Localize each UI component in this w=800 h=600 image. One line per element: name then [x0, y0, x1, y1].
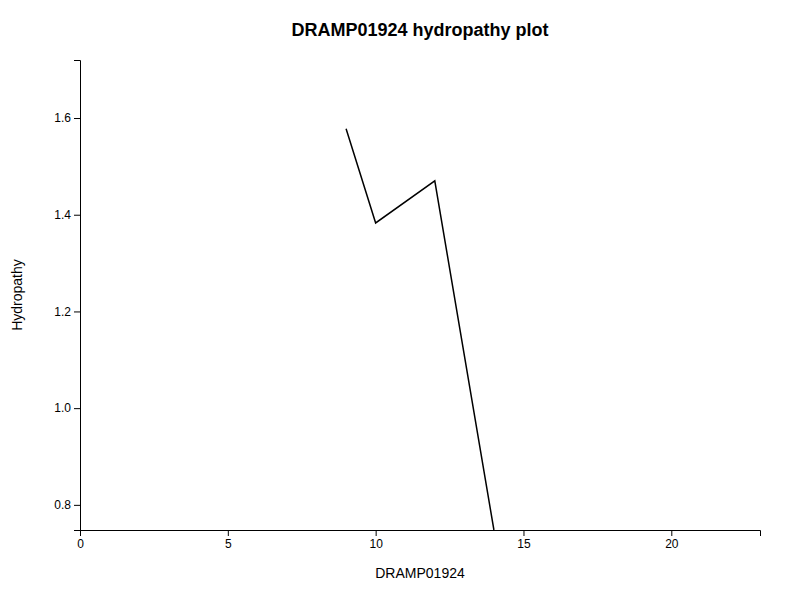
tick-label: 15: [517, 537, 531, 551]
tick: 15: [517, 530, 531, 551]
tick-mark: [74, 311, 80, 312]
tick-mark: [523, 530, 524, 536]
x-axis: 0 5 10 15 20: [77, 530, 760, 551]
tick: 10: [369, 530, 383, 551]
tick-label: 1.2: [54, 305, 71, 319]
tick: 1.6: [54, 111, 80, 125]
chart: 0 5 10 15 20 0.8 1.0 1.2 1.4 1.6 DRAMP01924 hydrop…: [0, 0, 800, 600]
tick-label: 0.8: [54, 498, 71, 512]
plot-area: 0 5 10 15 20 0.8 1.0 1.2 1.4 1.6: [54, 61, 760, 551]
tick-label: 5: [225, 537, 232, 551]
tick-label: 1.0: [54, 401, 71, 415]
line: [346, 129, 494, 530]
tick-label: 1.4: [54, 208, 71, 222]
tick-mark: [228, 530, 229, 536]
y-axis-title: Hydropathy: [9, 259, 25, 331]
tick-mark: [74, 118, 80, 119]
title: DRAMP01924 hydropathy plot: [291, 20, 548, 40]
marks: [346, 129, 494, 530]
tick: 20: [665, 530, 679, 551]
axis-line: [81, 531, 761, 537]
tick: 1.2: [54, 305, 80, 319]
axis-line: [74, 61, 81, 531]
tick: 5: [225, 530, 232, 551]
tick-label: 0: [77, 537, 84, 551]
tick-mark: [376, 530, 377, 536]
tick-label: 20: [665, 537, 679, 551]
tick: 1.0: [54, 401, 80, 415]
tick: 0: [77, 530, 84, 551]
tick: 0.8: [54, 498, 80, 512]
x-axis-title: DRAMP01924: [375, 565, 465, 581]
tick-mark: [671, 530, 672, 536]
tick-label: 1.6: [54, 111, 71, 125]
tick: 1.4: [54, 208, 80, 222]
tick-label: 10: [369, 537, 383, 551]
tick-mark: [74, 505, 80, 506]
tick-mark: [74, 215, 80, 216]
y-axis: 0.8 1.0 1.2 1.4 1.6: [54, 61, 80, 531]
tick-mark: [74, 408, 80, 409]
